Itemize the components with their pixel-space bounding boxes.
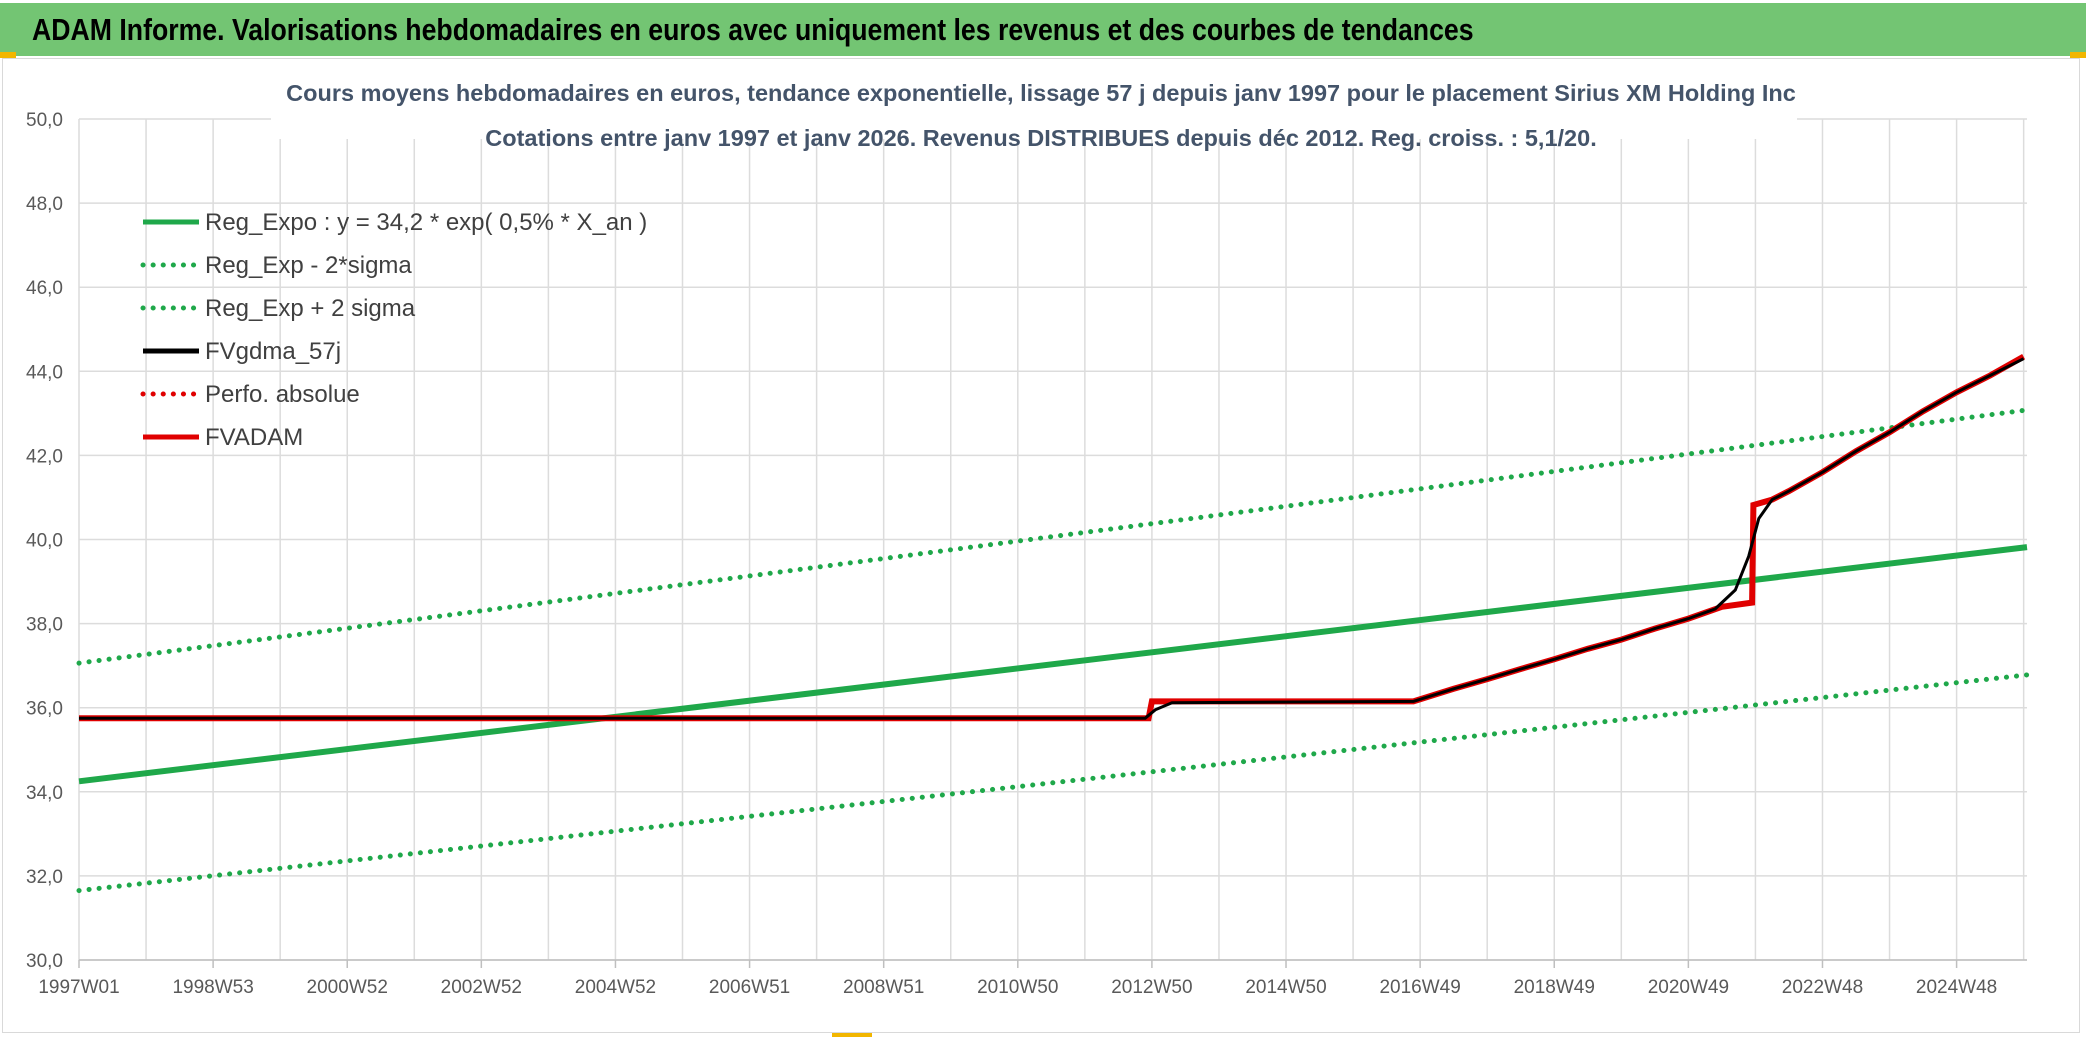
x-tick-label: 2014W50: [1245, 977, 1326, 998]
x-tick-label: 2012W50: [1111, 977, 1192, 998]
corner-accent-bottom: [832, 1033, 872, 1037]
x-tick-label: 2010W50: [977, 977, 1058, 998]
y-tick-label: 32,0: [26, 867, 63, 888]
x-tick-label: 2016W49: [1379, 977, 1460, 998]
y-tick-label: 36,0: [26, 699, 63, 720]
x-tick-label: 2018W49: [1514, 977, 1595, 998]
y-tick-label: 30,0: [26, 951, 63, 972]
x-tick-label: 2008W51: [843, 977, 924, 998]
report-title: ADAM Informe. Valorisations hebdomadaire…: [32, 11, 1474, 47]
x-tick-label: 2020W49: [1648, 977, 1729, 998]
x-tick-label: 1997W01: [38, 977, 119, 998]
series-line-fvgdma_57j: [79, 357, 2025, 720]
legend-label: Reg_Exp - 2*sigma: [205, 252, 412, 279]
y-tick-label: 42,0: [26, 446, 63, 467]
corner-accent-top-left: [0, 52, 16, 58]
x-tick-label: 2002W52: [441, 977, 522, 998]
chart-area: 30,0 32,0 34,0 36,0 38,0 40,0 42,0 44,0 46,0 48,0…: [2, 58, 2080, 1033]
y-tick-label: 50,0: [26, 110, 63, 131]
series-layer: [76, 353, 2030, 894]
legend-label: Reg_Exp + 2 sigma: [205, 295, 416, 322]
x-tick-label: 2024W48: [1916, 977, 1997, 998]
corner-accent-top-right: [2070, 52, 2086, 58]
chart-svg: 30,0 32,0 34,0 36,0 38,0 40,0 42,0 44,0 46,0 48,0…: [26, 65, 2030, 998]
legend: Reg_Expo : y = 34,2 * exp( 0,5% * X_an )…: [140, 209, 647, 451]
legend-label: Perfo. absolue: [205, 381, 360, 408]
y-tick-label: 48,0: [26, 194, 63, 215]
chart-title: Cours moyens hebdomadaires en euros, ten…: [286, 80, 1796, 106]
y-tick-label: 44,0: [26, 362, 63, 383]
report-banner: ADAM Informe. Valorisations hebdomadaire…: [0, 0, 2086, 56]
x-tick-label: 2022W48: [1782, 977, 1863, 998]
series-line-reg_exp: [76, 407, 2030, 666]
x-tick-label: 2006W51: [709, 977, 790, 998]
chart-title-group: Cours moyens hebdomadaires en euros, ten…: [271, 65, 1797, 151]
y-tick-label: 34,0: [26, 783, 63, 804]
series-line-reg_exp: [76, 672, 2030, 894]
legend-label: Reg_Expo : y = 34,2 * exp( 0,5% * X_an ): [205, 209, 647, 236]
grid-layer: [78, 118, 2027, 961]
x-tick-label: 1998W53: [172, 977, 253, 998]
y-tick-label: 38,0: [26, 615, 63, 636]
legend-label: FVgdma_57j: [205, 338, 341, 365]
legend-label: FVADAM: [205, 424, 303, 451]
x-tick-label: 2000W52: [307, 977, 388, 998]
axis-layer: 30,0 32,0 34,0 36,0 38,0 40,0 42,0 44,0 46,0 48,0…: [26, 110, 2027, 998]
chart-subtitle: Cotations entre janv 1997 et janv 2026. …: [485, 125, 1596, 151]
y-tick-label: 46,0: [26, 278, 63, 299]
x-tick-label: 2004W52: [575, 977, 656, 998]
y-tick-label: 40,0: [26, 531, 63, 552]
series-line-reg_expo: [78, 544, 2028, 785]
